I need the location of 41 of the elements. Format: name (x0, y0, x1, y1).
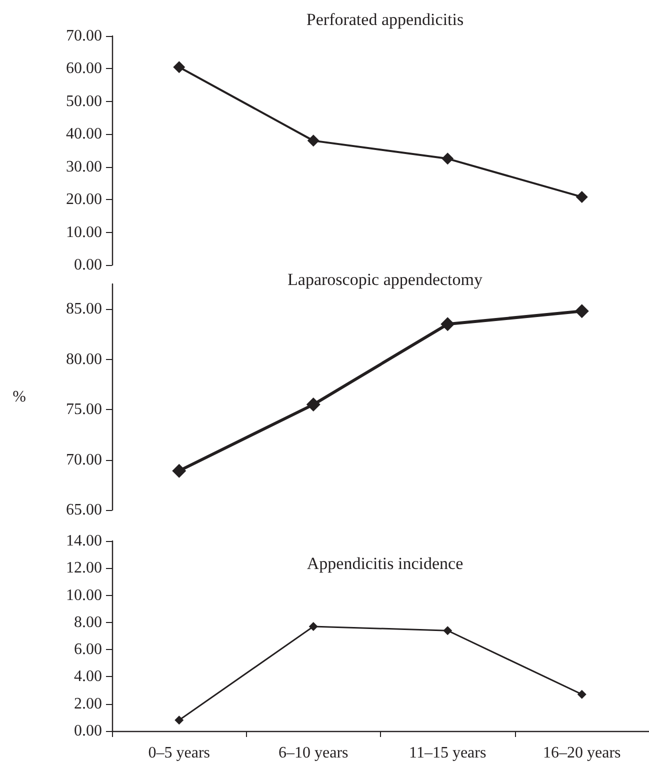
x-tick-label: 11–15 years (409, 744, 486, 762)
chart-title: Laparoscopic appendectomy (288, 270, 483, 289)
point (173, 61, 186, 74)
y-tick-label: 80.00 (66, 350, 102, 368)
y-tick-label: 50.00 (66, 92, 102, 110)
y-tick-label: 75.00 (66, 401, 102, 418)
y-tick-label: 70.00 (66, 451, 102, 468)
y-tick-label: 20.00 (66, 191, 102, 208)
x-tick-label: 0–5 years (148, 744, 210, 762)
y-tick-label: 30.00 (66, 158, 102, 176)
point (577, 690, 586, 699)
y-tick-label: 40.00 (66, 126, 102, 143)
y-axis-title: % (12, 388, 26, 406)
point (574, 304, 589, 318)
y-tick-label: 8.00 (74, 614, 102, 631)
point (306, 398, 320, 412)
y-tick-label: 65.00 (66, 502, 102, 518)
point (172, 464, 186, 478)
x-tick-label: 16–20 years (542, 744, 621, 762)
point (443, 626, 452, 636)
point (307, 134, 320, 147)
y-tick-label: 10.00 (66, 224, 102, 241)
y-tick-label: 0.00 (74, 722, 102, 740)
point (576, 190, 588, 203)
y-tick-label: 60.00 (66, 60, 102, 78)
x-tick-label: 6–10 years (278, 744, 348, 762)
chart-title: Perforated appendicitis (306, 10, 464, 29)
point (440, 317, 455, 332)
y-tick-label: 85.00 (66, 300, 102, 318)
text: Appendicitis incidence (306, 554, 464, 573)
y-tick-label: 0.00 (74, 256, 102, 274)
y-tick-label: 2.00 (74, 695, 102, 712)
point (308, 622, 318, 631)
y-tick-label: 6.00 (74, 641, 102, 658)
y-tick-label: 70.00 (66, 28, 102, 44)
point (174, 716, 184, 725)
y-tick-label: 12.00 (66, 560, 102, 577)
y-tick-label: 14.00 (66, 532, 102, 550)
y-tick-label: 10.00 (66, 586, 102, 604)
y-tick-label: 4.00 (74, 668, 102, 686)
point (442, 152, 454, 165)
